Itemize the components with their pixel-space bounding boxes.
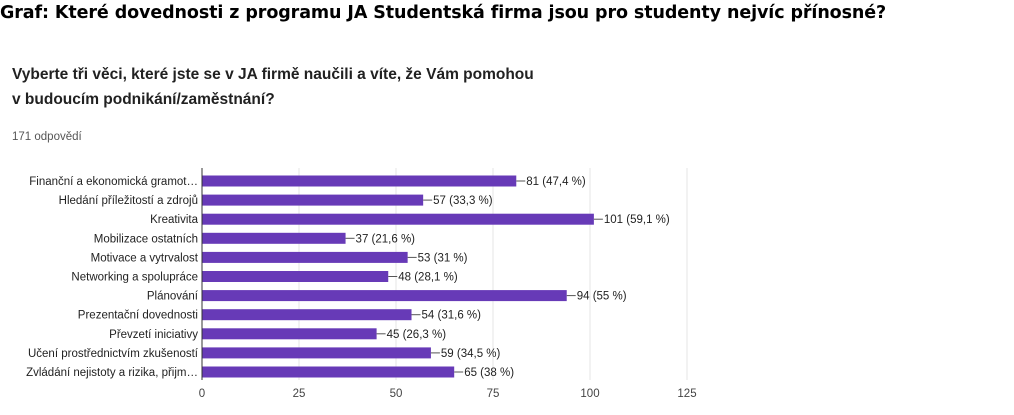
question-text: Vyberte tři věci, které jste se v JA fir… (12, 62, 612, 112)
x-tick-label: 25 (293, 388, 306, 400)
category-label: Finanční a ekonomická gramot… (29, 176, 198, 188)
x-tick-label: 100 (580, 388, 599, 400)
question-line-1: Vyberte tři věci, které jste se v JA fir… (12, 66, 534, 83)
bar (202, 366, 455, 378)
x-tick-label: 0 (199, 388, 205, 400)
category-label: Mobilizace ostatních (94, 233, 198, 245)
bar (202, 328, 377, 340)
category-label: Převzetí iniciativy (109, 329, 198, 341)
category-label: Prezentační dovednosti (78, 310, 198, 322)
data-label: 57 (33,3 %) (433, 195, 493, 207)
category-label: Zvládání nejistoty a rizika, přijm… (26, 367, 198, 379)
x-tick-label: 125 (677, 388, 696, 400)
data-label: 45 (26,3 %) (387, 329, 447, 341)
bar (202, 213, 594, 225)
category-label: Networking a spolupráce (71, 272, 198, 284)
bar-chart: Finanční a ekonomická gramot… 81 (47,4 %)… (26, 168, 697, 400)
data-label: 59 (34,5 %) (441, 348, 501, 360)
chart-axis: 0 25 50 75 100 125 (199, 168, 697, 400)
chart-labels: Finanční a ekonomická gramot… 81 (47,4 %)… (26, 176, 670, 379)
bar (202, 271, 389, 282)
category-label: Plánování (147, 291, 199, 303)
bar (202, 232, 346, 244)
x-tick-label: 50 (390, 388, 403, 400)
category-label: Motivace a vytrvalost (91, 252, 199, 264)
category-label: Hledání příležitostí a zdrojů (59, 195, 198, 207)
question-line-2: v budoucím podnikání/zaměstnání? (12, 91, 275, 108)
bar (202, 309, 412, 321)
page-title: Graf: Které dovednosti z programu JA Stu… (0, 3, 887, 23)
chart-bars (202, 175, 594, 378)
bar (202, 290, 567, 302)
category-label: Učení prostřednictvím zkušeností (28, 348, 199, 360)
data-label: 65 (38 %) (464, 367, 514, 379)
bar (202, 194, 424, 206)
response-count: 171 odpovědí (12, 131, 82, 143)
data-label: 94 (55 %) (577, 291, 627, 303)
x-tick-label: 75 (487, 388, 500, 400)
data-label: 37 (21,6 %) (356, 233, 416, 245)
data-label: 53 (31 %) (418, 252, 468, 264)
bar (202, 175, 517, 187)
data-label: 101 (59,1 %) (604, 214, 670, 226)
bar (202, 251, 408, 263)
data-label: 54 (31,6 %) (422, 310, 482, 322)
bar (202, 347, 431, 359)
data-label: 48 (28,1 %) (398, 272, 458, 284)
category-label: Kreativita (150, 214, 199, 226)
data-label: 81 (47,4 %) (526, 176, 586, 188)
